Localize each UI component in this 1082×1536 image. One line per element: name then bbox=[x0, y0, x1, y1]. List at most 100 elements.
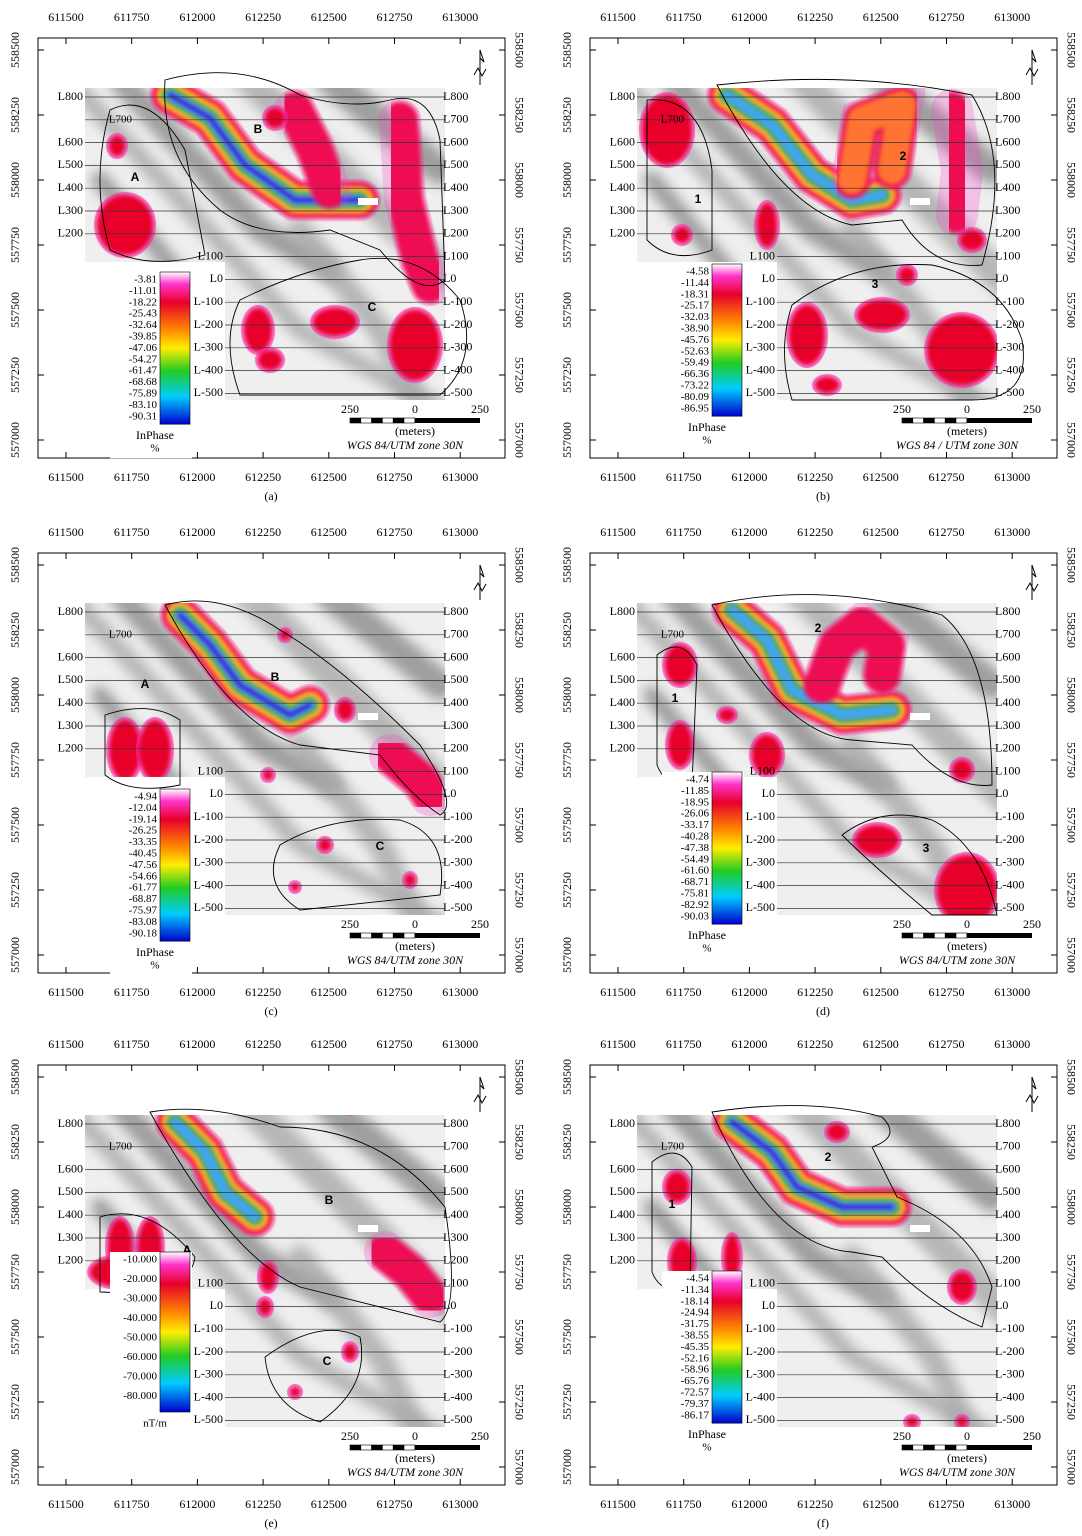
y-tick-label: 558500 bbox=[8, 1059, 22, 1095]
survey-line-label: L200 bbox=[58, 1253, 83, 1267]
survey-line-label: L600 bbox=[995, 649, 1020, 663]
scale-label: 250 bbox=[893, 1429, 911, 1443]
x-tick-label: 612250 bbox=[797, 985, 833, 999]
anomaly bbox=[730, 1120, 894, 1209]
panel-caption: (d) bbox=[816, 1004, 830, 1018]
y-tick-label: 558250 bbox=[560, 97, 574, 133]
survey-line-label: L300 bbox=[995, 1230, 1020, 1244]
x-tick-label: 611500 bbox=[600, 1037, 636, 1051]
survey-line-label: L100 bbox=[443, 248, 468, 262]
x-tick-label: 612250 bbox=[245, 525, 281, 539]
legend-colorbar bbox=[159, 1251, 191, 1413]
projection: WGS 84 / UTM zone 30N bbox=[896, 438, 1019, 452]
survey-line-label: L200 bbox=[58, 226, 83, 240]
survey-line-label: L0 bbox=[995, 1298, 1008, 1312]
y-tick-label: 557750 bbox=[512, 227, 526, 263]
survey-line-label: L300 bbox=[995, 718, 1020, 732]
anomaly-halo bbox=[274, 89, 351, 211]
legend-value: -70.000 bbox=[123, 1371, 157, 1383]
survey-line-label: L800 bbox=[995, 604, 1020, 618]
survey-line-label: L500 bbox=[443, 1184, 468, 1198]
x-tick-label: 611750 bbox=[666, 470, 702, 484]
x-tick-label: 612750 bbox=[377, 10, 413, 24]
anomaly bbox=[668, 723, 692, 767]
x-tick-label: 612250 bbox=[797, 470, 833, 484]
x-tick-label: 612750 bbox=[377, 470, 413, 484]
anomaly bbox=[665, 645, 695, 685]
legend-value: -68.71 bbox=[681, 876, 709, 888]
survey-line-label: L-500 bbox=[746, 900, 775, 914]
survey-line-label: L-400 bbox=[995, 877, 1024, 891]
x-tick-label: 611750 bbox=[666, 1037, 702, 1051]
scale-segment bbox=[349, 1444, 362, 1451]
x-tick-label: 612000 bbox=[731, 525, 767, 539]
scale-segment bbox=[923, 932, 935, 939]
legend-value: -79.37 bbox=[681, 1398, 710, 1410]
terrain-shade bbox=[867, 1115, 997, 1212]
terrain-shade bbox=[288, 1245, 432, 1427]
survey-line-label: L0 bbox=[210, 1298, 223, 1312]
survey-line-label: L-100 bbox=[443, 294, 472, 308]
panel-caption: (a) bbox=[264, 489, 277, 503]
survey-line-label: L500 bbox=[610, 672, 635, 686]
survey-line-label: L-300 bbox=[995, 340, 1024, 354]
y-tick-label: 558250 bbox=[8, 612, 22, 648]
legend-unit: % bbox=[150, 443, 159, 455]
scale-segment bbox=[901, 932, 914, 939]
survey-line-label: L-300 bbox=[194, 1367, 223, 1381]
legend-value: -83.10 bbox=[129, 399, 158, 411]
x-tick-label: 611500 bbox=[600, 985, 636, 999]
survey-line-label: L-100 bbox=[995, 809, 1024, 823]
survey-line-label: L-100 bbox=[194, 1321, 223, 1335]
x-tick-label: 612000 bbox=[731, 1497, 767, 1511]
x-tick-label: 613000 bbox=[994, 525, 1030, 539]
survey-line-label: L-300 bbox=[443, 340, 472, 354]
map-frame bbox=[37, 37, 506, 459]
x-tick-label: 613000 bbox=[442, 1497, 478, 1511]
scale-label: 250 bbox=[341, 1429, 359, 1443]
scale-segment bbox=[955, 417, 968, 424]
survey-line-label: L700 bbox=[661, 628, 685, 640]
x-tick-label: 612000 bbox=[731, 1037, 767, 1051]
anomaly-halo bbox=[154, 1115, 276, 1238]
map-panel: 611500 611500 611750 611750 612000 612000 6122… bbox=[8, 1037, 527, 1530]
y-tick-label: 558000 bbox=[8, 1189, 22, 1225]
legend-value: -4.94 bbox=[134, 791, 157, 803]
scale-label: 250 bbox=[341, 917, 359, 931]
y-tick-label: 557500 bbox=[1064, 1319, 1078, 1355]
survey-line-label: L-200 bbox=[443, 317, 472, 331]
anomaly bbox=[957, 1417, 967, 1427]
anomaly bbox=[927, 315, 997, 385]
x-tick-label: 612250 bbox=[797, 1037, 833, 1051]
zone-contour bbox=[164, 600, 448, 816]
anomaly bbox=[937, 855, 997, 915]
y-tick-label: 557000 bbox=[560, 1449, 574, 1485]
survey-line-label: L500 bbox=[58, 1184, 83, 1198]
projection: WGS 84/UTM zone 30N bbox=[899, 953, 1016, 967]
scale-label: 250 bbox=[1023, 402, 1041, 416]
anomaly bbox=[934, 92, 980, 233]
survey-line-label: L200 bbox=[443, 741, 468, 755]
x-tick-label: 611750 bbox=[114, 1497, 150, 1511]
y-tick-label: 558500 bbox=[512, 32, 526, 68]
scale-segment bbox=[392, 417, 405, 424]
survey-line-label: L-200 bbox=[746, 317, 775, 331]
legend-value: -61.77 bbox=[129, 882, 158, 894]
anomaly bbox=[259, 1299, 271, 1315]
anomaly bbox=[724, 1235, 740, 1279]
anomaly bbox=[170, 1117, 260, 1222]
y-tick-label: 557000 bbox=[1064, 422, 1078, 458]
anomaly-halo bbox=[364, 1231, 445, 1318]
legend-colorbar bbox=[159, 788, 191, 942]
legend-value: -60.000 bbox=[123, 1351, 157, 1363]
zone-label: C bbox=[376, 839, 385, 853]
survey-line-label: L100 bbox=[198, 1275, 223, 1289]
y-tick-label: 557000 bbox=[1064, 1449, 1078, 1485]
y-tick-label: 558250 bbox=[1064, 97, 1078, 133]
scale-label: 250 bbox=[1023, 917, 1041, 931]
legend-value: -61.60 bbox=[681, 865, 710, 877]
legend-value: -58.96 bbox=[681, 1364, 710, 1376]
survey-line-label: L500 bbox=[58, 672, 83, 686]
survey-line-label: L800 bbox=[995, 1116, 1020, 1130]
survey-line-label: L800 bbox=[58, 89, 83, 103]
